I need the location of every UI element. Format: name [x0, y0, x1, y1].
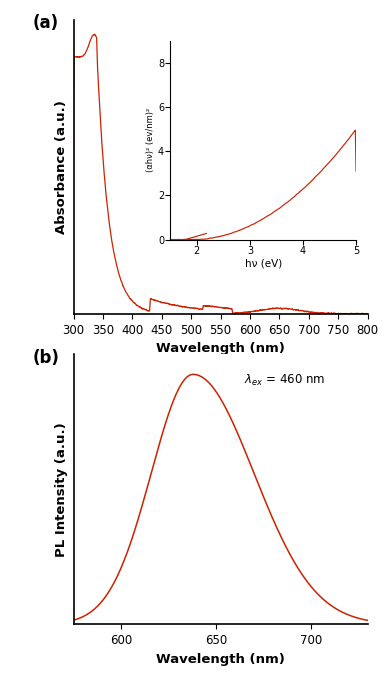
- Text: (a): (a): [33, 14, 58, 32]
- Y-axis label: Absorbance (a.u.): Absorbance (a.u.): [55, 100, 68, 234]
- Text: (b): (b): [33, 349, 59, 367]
- X-axis label: Wavelength (nm): Wavelength (nm): [156, 653, 285, 666]
- Text: $\lambda_{ex}$ = 460 nm: $\lambda_{ex}$ = 460 nm: [244, 373, 325, 388]
- Y-axis label: (αhν)² (ev/nm)²: (αhν)² (ev/nm)²: [146, 108, 155, 172]
- X-axis label: Wavelength (nm): Wavelength (nm): [156, 342, 285, 355]
- X-axis label: hν (eV): hν (eV): [245, 259, 282, 269]
- Y-axis label: PL Intensity (a.u.): PL Intensity (a.u.): [55, 422, 68, 557]
